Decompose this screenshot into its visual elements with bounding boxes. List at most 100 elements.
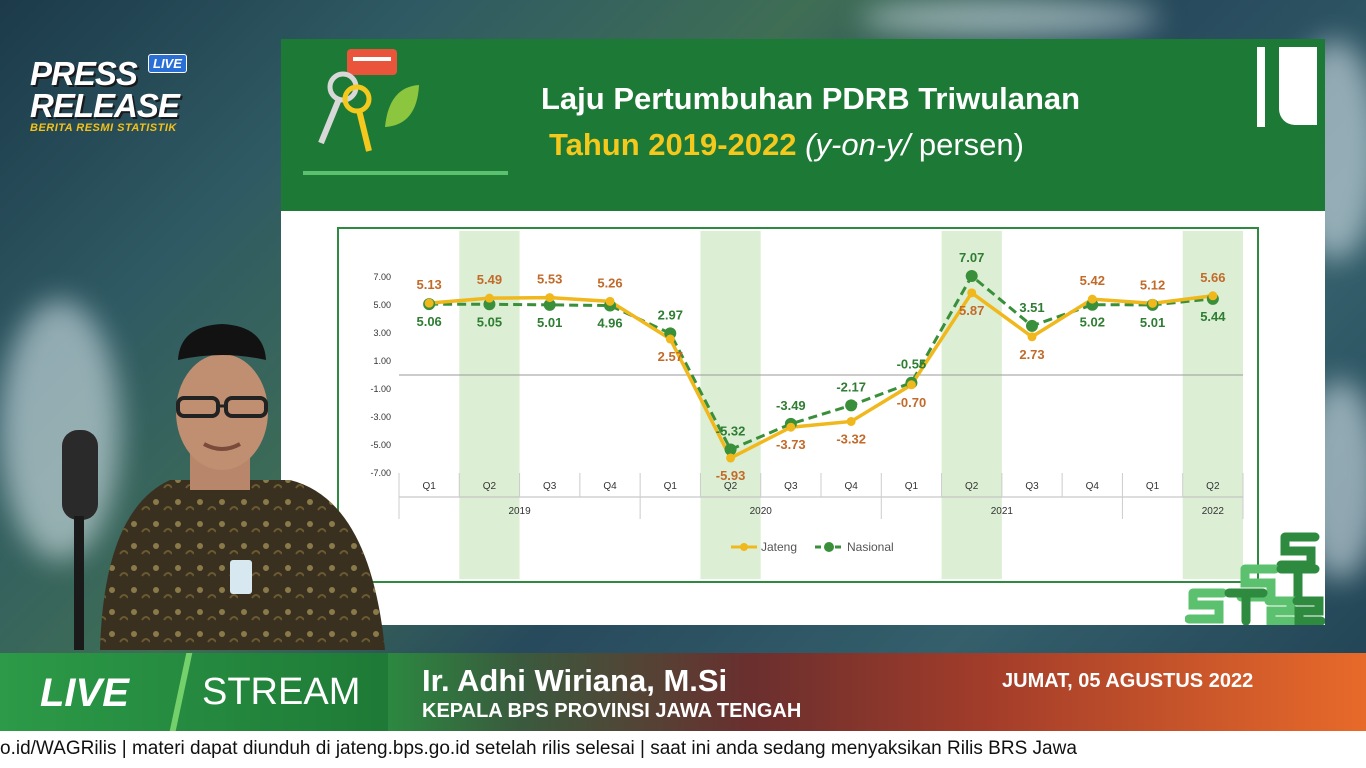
jateng-data-label: 5.13 xyxy=(416,277,441,292)
nasional-data-label: 2.97 xyxy=(658,307,683,322)
x-tick-label: Q4 xyxy=(1086,481,1100,492)
x-tick-label: Q2 xyxy=(724,481,738,492)
jateng-point xyxy=(786,422,796,432)
x-tick-label: Q1 xyxy=(422,481,436,492)
live-label: LIVE xyxy=(40,671,129,715)
y-tick-label: -5.00 xyxy=(370,440,391,450)
jateng-point xyxy=(1208,291,1218,301)
jateng-data-label: 5.49 xyxy=(477,272,502,287)
legend-jateng-label: Jateng xyxy=(761,540,797,554)
st-logo-icon xyxy=(1185,532,1325,625)
stream-label: STREAM xyxy=(202,671,361,713)
y-tick-label: -1.00 xyxy=(370,384,391,394)
speaker-role: KEPALA BPS PROVINSI JAWA TENGAH xyxy=(422,700,802,722)
y-tick-label: -7.00 xyxy=(370,468,391,478)
press-release-line1: PRESS xyxy=(30,55,138,92)
jateng-data-label: 5.53 xyxy=(537,272,562,287)
lower-third-banner: LIVE STREAM Ir. Adhi Wiriana, M.Si KEPAL… xyxy=(0,653,1366,731)
pdrb-line-chart: 7.00 5.00 3.00 1.00 -1.00 -3.00 -5.00 -7.00 Q1 Q2… xyxy=(370,231,1244,579)
jateng-data-label: -3.32 xyxy=(836,431,866,446)
jateng-point xyxy=(605,296,615,306)
y-tick-label: -3.00 xyxy=(370,412,391,422)
nasional-data-label: 5.05 xyxy=(477,314,502,329)
x-tick-label: Q4 xyxy=(603,481,617,492)
jateng-point xyxy=(1087,294,1097,304)
nasional-point xyxy=(543,298,556,311)
nasional-point xyxy=(845,399,858,412)
nasional-data-label: -3.49 xyxy=(776,398,806,413)
jateng-point xyxy=(424,298,434,308)
speaker-name: Ir. Adhi Wiriana, M.Si xyxy=(422,663,728,698)
jateng-data-label: -3.73 xyxy=(776,437,806,452)
jateng-data-label: 5.12 xyxy=(1140,277,1165,292)
nasional-data-label: 5.02 xyxy=(1080,315,1105,330)
chart-frame: 7.00 5.00 3.00 1.00 -1.00 -3.00 -5.00 -7.00 Q1 Q2… xyxy=(337,227,1259,583)
highlight-band xyxy=(459,231,520,579)
x-year-label: 2019 xyxy=(508,506,531,517)
legend-nasional-label: Nasional xyxy=(847,540,894,554)
nasional-point xyxy=(965,270,978,283)
jateng-data-label: 2.73 xyxy=(1019,347,1044,362)
nasional-data-label: 7.07 xyxy=(959,250,984,265)
slide-title: Laju Pertumbuhan PDRB Triwulanan xyxy=(541,81,1081,116)
x-tick-label: Q2 xyxy=(1206,481,1220,492)
jateng-point xyxy=(1148,298,1158,308)
highlight-band xyxy=(941,231,1002,579)
nasional-point xyxy=(724,443,737,456)
nasional-data-label: 5.44 xyxy=(1200,309,1226,324)
y-tick-label: 1.00 xyxy=(373,356,391,366)
nasional-data-label: -5.32 xyxy=(716,423,746,438)
banner-separator xyxy=(169,653,193,731)
x-year-label: 2020 xyxy=(750,506,773,517)
nasional-data-label: 5.01 xyxy=(1140,315,1165,330)
highlight-band xyxy=(700,231,761,579)
nasional-data-label: 3.51 xyxy=(1019,300,1044,315)
jateng-point xyxy=(1027,332,1037,342)
jateng-data-label: -0.70 xyxy=(897,395,927,410)
jateng-data-label: 5.87 xyxy=(959,303,984,318)
jateng-point xyxy=(545,293,555,303)
background-foam xyxy=(0,300,120,560)
jateng-point xyxy=(484,293,494,303)
jateng-point xyxy=(726,453,736,463)
press-release-subtitle: BERITA RESMI STATISTIK xyxy=(30,122,177,134)
press-release-logo: PRESS RELEASE BERITA RESMI STATISTIK LIV… xyxy=(30,54,187,134)
x-tick-label: Q2 xyxy=(483,481,497,492)
x-tick-label: Q1 xyxy=(664,481,678,492)
jateng-data-label: 5.42 xyxy=(1080,273,1105,288)
y-tick-label: 7.00 xyxy=(373,272,391,282)
nasional-data-label: -2.17 xyxy=(836,379,866,394)
highlight-band xyxy=(1182,231,1243,579)
x-year-label: 2022 xyxy=(1202,506,1225,517)
jateng-data-label: -5.93 xyxy=(716,468,746,483)
y-tick-label: 5.00 xyxy=(373,300,391,310)
jateng-data-label: 5.66 xyxy=(1200,270,1225,285)
x-year-label: 2021 xyxy=(991,506,1014,517)
nasional-data-label: 4.96 xyxy=(597,316,622,331)
x-tick-label: Q3 xyxy=(784,481,798,492)
subtitle-unit: persen) xyxy=(910,127,1024,162)
live-badge: LIVE xyxy=(148,54,187,73)
x-tick-label: Q3 xyxy=(543,481,557,492)
jateng-line xyxy=(428,290,1214,461)
live-stream-box: LIVE STREAM xyxy=(0,653,388,731)
jateng-data-label: 2.57 xyxy=(658,349,683,364)
x-tick-label: Q2 xyxy=(965,481,979,492)
legend-jateng-marker xyxy=(740,543,748,551)
header-underline xyxy=(303,171,508,175)
nasional-data-label: -0.55 xyxy=(897,357,927,372)
nasional-line xyxy=(429,273,1214,452)
background-foam xyxy=(860,0,1160,36)
slide-header: Laju Pertumbuhan PDRB Triwulanan Tahun 2… xyxy=(281,39,1325,211)
nasional-data-label: 5.06 xyxy=(416,314,441,329)
x-tick-label: Q3 xyxy=(1025,481,1039,492)
jateng-data-label: 5.26 xyxy=(597,275,622,290)
press-release-line2: RELEASE xyxy=(30,87,180,124)
news-ticker: o.id/WAGRilis | materi dapat diunduh di … xyxy=(0,731,1366,768)
broadcast-date: JUMAT, 05 AGUSTUS 2022 xyxy=(1002,670,1254,692)
nasional-data-label: 5.01 xyxy=(537,315,562,330)
ticker-text: o.id/WAGRilis | materi dapat diunduh di … xyxy=(0,738,1077,759)
bps-corner-mark xyxy=(1257,47,1325,127)
jateng-point xyxy=(906,380,916,390)
presenter-image xyxy=(62,324,385,650)
